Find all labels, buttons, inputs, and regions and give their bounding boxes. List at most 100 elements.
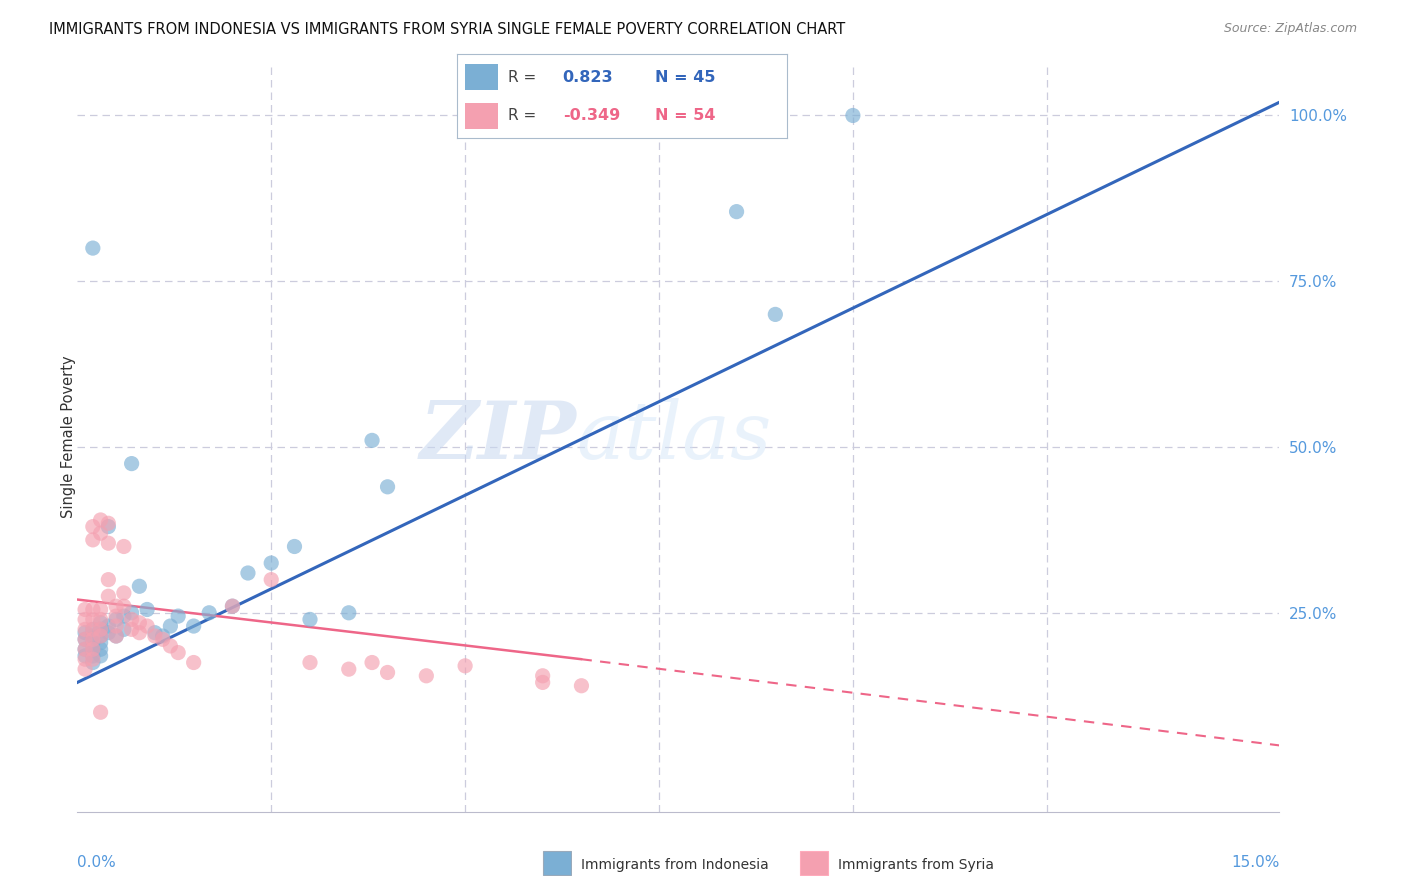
Point bbox=[112, 540, 135, 554]
Text: IMMIGRANTS FROM INDONESIA VS IMMIGRANTS FROM SYRIA SINGLE FEMALE POVERTY CORRELA: IMMIGRANTS FROM INDONESIA VS IMMIGRANTS … bbox=[49, 22, 845, 37]
Point bbox=[105, 609, 128, 624]
Point bbox=[337, 606, 360, 620]
Point bbox=[152, 629, 174, 643]
Point bbox=[143, 629, 166, 643]
Point bbox=[842, 108, 865, 122]
Point bbox=[82, 635, 104, 649]
FancyBboxPatch shape bbox=[800, 851, 828, 874]
Point bbox=[90, 615, 112, 630]
Point bbox=[82, 519, 104, 533]
Point bbox=[90, 635, 112, 649]
Point bbox=[105, 599, 128, 614]
Point bbox=[82, 652, 104, 666]
Point bbox=[183, 619, 205, 633]
Point bbox=[112, 609, 135, 624]
Point bbox=[75, 642, 97, 657]
Point bbox=[361, 656, 384, 670]
Point bbox=[97, 536, 120, 550]
Point bbox=[128, 625, 150, 640]
Point bbox=[82, 642, 104, 657]
Point bbox=[167, 609, 190, 624]
Point bbox=[90, 629, 112, 643]
Y-axis label: Single Female Poverty: Single Female Poverty bbox=[62, 356, 76, 518]
Point bbox=[763, 307, 786, 321]
Point bbox=[112, 586, 135, 600]
Point bbox=[75, 648, 97, 663]
Point bbox=[90, 602, 112, 616]
Point bbox=[75, 642, 97, 657]
Point bbox=[82, 241, 104, 255]
Point bbox=[105, 619, 128, 633]
Point bbox=[221, 599, 243, 614]
Point bbox=[415, 669, 437, 683]
Point bbox=[121, 606, 143, 620]
Text: atlas: atlas bbox=[576, 399, 772, 475]
Point bbox=[337, 662, 360, 676]
Text: N = 54: N = 54 bbox=[655, 108, 716, 123]
Text: 0.0%: 0.0% bbox=[77, 855, 117, 870]
Point bbox=[90, 526, 112, 541]
Point bbox=[82, 642, 104, 657]
Point bbox=[90, 623, 112, 637]
Point bbox=[221, 599, 243, 614]
Point bbox=[82, 648, 104, 663]
Point bbox=[75, 632, 97, 647]
Point bbox=[82, 656, 104, 670]
Point bbox=[377, 665, 399, 680]
Point bbox=[82, 629, 104, 643]
Point bbox=[90, 612, 112, 626]
Text: -0.349: -0.349 bbox=[562, 108, 620, 123]
Point bbox=[112, 623, 135, 637]
Point bbox=[82, 623, 104, 637]
Point bbox=[75, 623, 97, 637]
Point bbox=[167, 646, 190, 660]
Point bbox=[725, 204, 748, 219]
Point bbox=[159, 639, 181, 653]
Point bbox=[121, 612, 143, 626]
Point bbox=[112, 599, 135, 614]
Point bbox=[283, 540, 305, 554]
Point bbox=[90, 629, 112, 643]
Point bbox=[82, 623, 104, 637]
FancyBboxPatch shape bbox=[543, 851, 571, 874]
Point bbox=[97, 573, 120, 587]
Point bbox=[571, 679, 593, 693]
Point bbox=[75, 612, 97, 626]
Point bbox=[298, 656, 321, 670]
FancyBboxPatch shape bbox=[465, 64, 498, 89]
Point bbox=[90, 705, 112, 719]
Point bbox=[136, 602, 159, 616]
Point bbox=[97, 625, 120, 640]
Point bbox=[82, 602, 104, 616]
Point bbox=[97, 516, 120, 531]
Point bbox=[97, 619, 120, 633]
Point bbox=[105, 629, 128, 643]
Point bbox=[377, 480, 399, 494]
Point bbox=[531, 669, 554, 683]
Point bbox=[75, 652, 97, 666]
Text: ZIP: ZIP bbox=[419, 399, 576, 475]
Point bbox=[260, 573, 283, 587]
Point bbox=[260, 556, 283, 570]
FancyBboxPatch shape bbox=[465, 103, 498, 128]
Text: N = 45: N = 45 bbox=[655, 70, 716, 85]
Text: Immigrants from Syria: Immigrants from Syria bbox=[838, 858, 994, 872]
Point bbox=[97, 589, 120, 603]
Point bbox=[159, 619, 181, 633]
Point bbox=[198, 606, 221, 620]
Text: 0.823: 0.823 bbox=[562, 70, 613, 85]
Point bbox=[136, 619, 159, 633]
Text: 15.0%: 15.0% bbox=[1232, 855, 1279, 870]
Text: Immigrants from Indonesia: Immigrants from Indonesia bbox=[581, 858, 769, 872]
Point bbox=[82, 533, 104, 547]
Point bbox=[121, 623, 143, 637]
Point bbox=[75, 625, 97, 640]
Point bbox=[454, 658, 477, 673]
Point bbox=[128, 615, 150, 630]
Point bbox=[90, 642, 112, 657]
Point bbox=[361, 434, 384, 448]
Point bbox=[143, 625, 166, 640]
Point bbox=[183, 656, 205, 670]
Point bbox=[121, 457, 143, 471]
Point bbox=[82, 632, 104, 647]
